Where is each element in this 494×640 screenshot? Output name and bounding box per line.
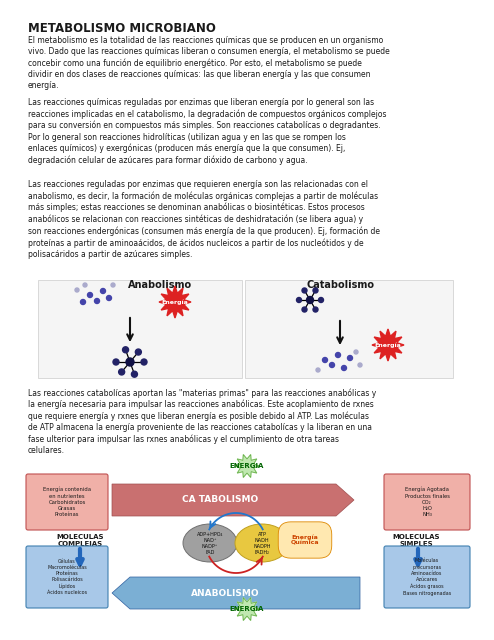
Circle shape [126, 358, 134, 366]
Circle shape [335, 353, 340, 358]
Text: Energía contenida
en nutrientes
Carbohidratos
Grasas
Proteínas: Energía contenida en nutrientes Carbohid… [43, 487, 91, 517]
Circle shape [316, 368, 320, 372]
Circle shape [313, 307, 318, 312]
Circle shape [354, 350, 358, 354]
FancyBboxPatch shape [384, 546, 470, 608]
FancyBboxPatch shape [384, 474, 470, 530]
Circle shape [358, 363, 362, 367]
Text: ENERGIA: ENERGIA [230, 463, 264, 469]
Text: CA TABOLISMO: CA TABOLISMO [182, 495, 258, 504]
Text: Energía: Energía [162, 300, 188, 305]
Text: Las reacciones reguladas por enzimas que requieren energía son las relacionadas : Las reacciones reguladas por enzimas que… [28, 180, 380, 259]
Text: Las reacciones químicas reguladas por enzimas que liberan energía por lo general: Las reacciones químicas reguladas por en… [28, 98, 386, 165]
Circle shape [296, 298, 301, 303]
Text: Catabolismo: Catabolismo [306, 280, 374, 290]
Ellipse shape [183, 524, 237, 562]
Circle shape [131, 371, 137, 377]
Text: Células
Macromoléculas
Proteínas
Polisacáridos
Lípidos
Ácidos nucleicos: Células Macromoléculas Proteínas Polisac… [47, 559, 87, 595]
Circle shape [83, 283, 87, 287]
Circle shape [100, 289, 106, 294]
Text: El metabolismo es la totalidad de las reacciones químicas que se producen en un : El metabolismo es la totalidad de las re… [28, 36, 390, 90]
Circle shape [302, 288, 307, 293]
FancyBboxPatch shape [26, 474, 108, 530]
Circle shape [319, 298, 324, 303]
FancyArrow shape [112, 484, 354, 516]
Polygon shape [159, 286, 191, 318]
Circle shape [111, 283, 115, 287]
Text: Moléculas
precursoras
Aminoacídos
Azúcares
Ácidos grasos
Bases nitrogenadas: Moléculas precursoras Aminoacídos Azúcar… [403, 558, 451, 596]
Circle shape [87, 292, 92, 298]
Text: MOLECULAS
SIMPLES: MOLECULAS SIMPLES [392, 534, 440, 547]
Circle shape [302, 307, 307, 312]
Circle shape [313, 288, 318, 293]
Circle shape [323, 358, 328, 362]
Polygon shape [235, 454, 259, 477]
FancyArrow shape [112, 577, 360, 609]
Circle shape [347, 355, 353, 360]
Circle shape [135, 349, 141, 355]
Text: MOLECULAS
COMPLEJAS: MOLECULAS COMPLEJAS [56, 534, 104, 547]
FancyBboxPatch shape [26, 546, 108, 608]
Circle shape [329, 362, 334, 367]
Circle shape [306, 296, 314, 303]
Circle shape [123, 347, 128, 353]
Text: Anabolismo: Anabolismo [128, 280, 192, 290]
Circle shape [94, 298, 99, 303]
Circle shape [107, 296, 112, 301]
FancyBboxPatch shape [245, 280, 453, 378]
Circle shape [119, 369, 124, 375]
Text: Energía
Química: Energía Química [291, 534, 319, 546]
Polygon shape [372, 329, 404, 361]
Circle shape [75, 288, 79, 292]
Circle shape [341, 365, 346, 371]
Text: Las reacciones catabolícas aportan las "materias primas" para las reacciones ana: Las reacciones catabolícas aportan las "… [28, 388, 376, 455]
Text: ATP
NADH
NADPH
FADH₂: ATP NADH NADPH FADH₂ [253, 531, 271, 554]
FancyBboxPatch shape [38, 280, 242, 378]
Circle shape [141, 359, 147, 365]
Circle shape [81, 300, 85, 305]
Circle shape [113, 359, 119, 365]
Text: METABOLISMO MICROBIANO: METABOLISMO MICROBIANO [28, 22, 216, 35]
Text: ENERGIA: ENERGIA [230, 606, 264, 612]
Ellipse shape [235, 524, 289, 562]
Text: ADP+HPO₄
NAD⁺
NADP⁺
FAD: ADP+HPO₄ NAD⁺ NADP⁺ FAD [197, 531, 223, 554]
Polygon shape [235, 598, 259, 620]
Text: ANABOLISMO: ANABOLISMO [191, 589, 259, 598]
Text: Energía Agotada
Productos finales
CO₂
H₂O
NH₃: Energía Agotada Productos finales CO₂ H₂… [405, 487, 450, 517]
Text: Energía: Energía [374, 342, 402, 348]
